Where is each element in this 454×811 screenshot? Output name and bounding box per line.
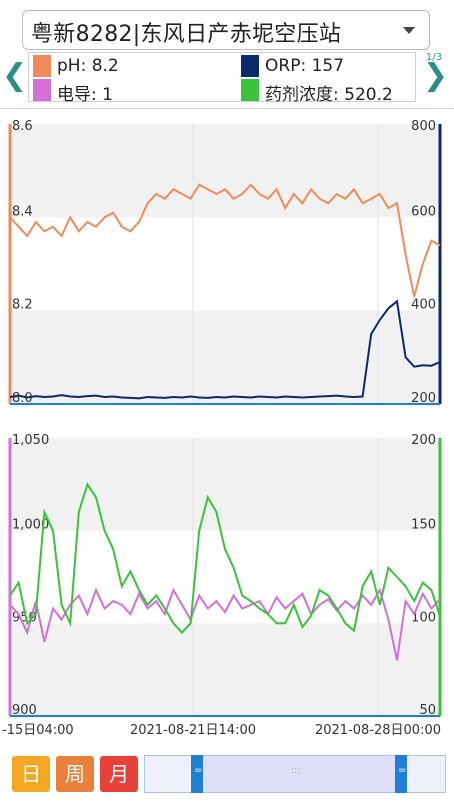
right-tick-label: 200 xyxy=(411,433,436,448)
series-line-药剂浓度 xyxy=(9,481,441,635)
right-tick-label: 600 xyxy=(411,204,436,219)
day-button[interactable]: 日 xyxy=(12,756,50,792)
legend: pH: 8.2 ORP: 157 电导: 1 药剂浓度: 520.2 xyxy=(28,52,416,105)
grid-band xyxy=(10,124,440,218)
left-tick-label: 1,000 xyxy=(12,518,49,533)
series-line-pH xyxy=(9,183,441,297)
week-button[interactable]: 周 xyxy=(56,756,94,792)
left-tick-label: 8.2 xyxy=(12,298,33,313)
series-line-ORP xyxy=(9,299,441,400)
right-tick-label: 50 xyxy=(419,703,436,718)
x-tick-label: 2021-08-21日14:00 xyxy=(130,723,256,738)
handle-icon: = xyxy=(398,765,407,776)
right-tick-label: 800 xyxy=(411,119,436,134)
slider-handle-start[interactable]: = xyxy=(191,755,203,793)
series-line-电导 xyxy=(9,587,441,661)
divider xyxy=(0,108,454,109)
left-tick-label: 1,050 xyxy=(12,433,49,448)
legend-swatch xyxy=(33,55,51,77)
right-tick-label: 400 xyxy=(411,298,436,313)
month-button[interactable]: 月 xyxy=(100,756,138,792)
grid-band xyxy=(10,217,440,311)
page-indicator: 1/3 xyxy=(425,52,442,63)
slider-window[interactable] xyxy=(203,756,399,792)
grid-band xyxy=(10,623,440,716)
x-tick-label: 2021-08-28日00:00 xyxy=(315,723,441,738)
station-selector[interactable]: 粤新8282|东风日产赤坭空压站 xyxy=(22,10,430,50)
legend-swatch xyxy=(241,79,259,101)
right-tick-label: 200 xyxy=(411,391,436,406)
left-tick-label: 8.0 xyxy=(12,391,33,406)
left-tick-label: 8.4 xyxy=(12,204,33,219)
legend-swatch xyxy=(241,55,259,77)
legend-swatch xyxy=(33,79,51,101)
chart-ph-orp[interactable]: 8.6 8.4 8.2 8.0 800 600 400 200 xyxy=(0,112,454,422)
station-name: 粤新8282|东风日产赤坭空压站 xyxy=(31,22,342,47)
chevron-right-icon[interactable]: ❯ xyxy=(422,58,448,93)
slider-handle-end[interactable]: = xyxy=(395,755,407,793)
handle-icon: = xyxy=(194,765,203,776)
range-slider[interactable]: ::: = = xyxy=(144,755,446,793)
legend-label: pH: 8.2 xyxy=(57,56,119,76)
chevron-down-icon[interactable] xyxy=(403,27,415,34)
chevron-left-icon[interactable]: ❮ xyxy=(2,58,28,93)
legend-label: ORP: 157 xyxy=(265,56,345,76)
right-tick-label: 150 xyxy=(411,518,436,533)
left-tick-label: 8.6 xyxy=(12,119,33,134)
left-tick-label: 900 xyxy=(12,703,37,718)
right-tick-label: 100 xyxy=(411,610,436,625)
grid-band xyxy=(10,310,440,404)
legend-label: 电导: 1 xyxy=(57,85,113,105)
grid-band xyxy=(10,438,440,531)
legend-label: 药剂浓度: 520.2 xyxy=(265,85,393,105)
x-tick-label: -15日04:00 xyxy=(2,723,74,738)
grip-icon[interactable]: ::: xyxy=(291,766,301,776)
